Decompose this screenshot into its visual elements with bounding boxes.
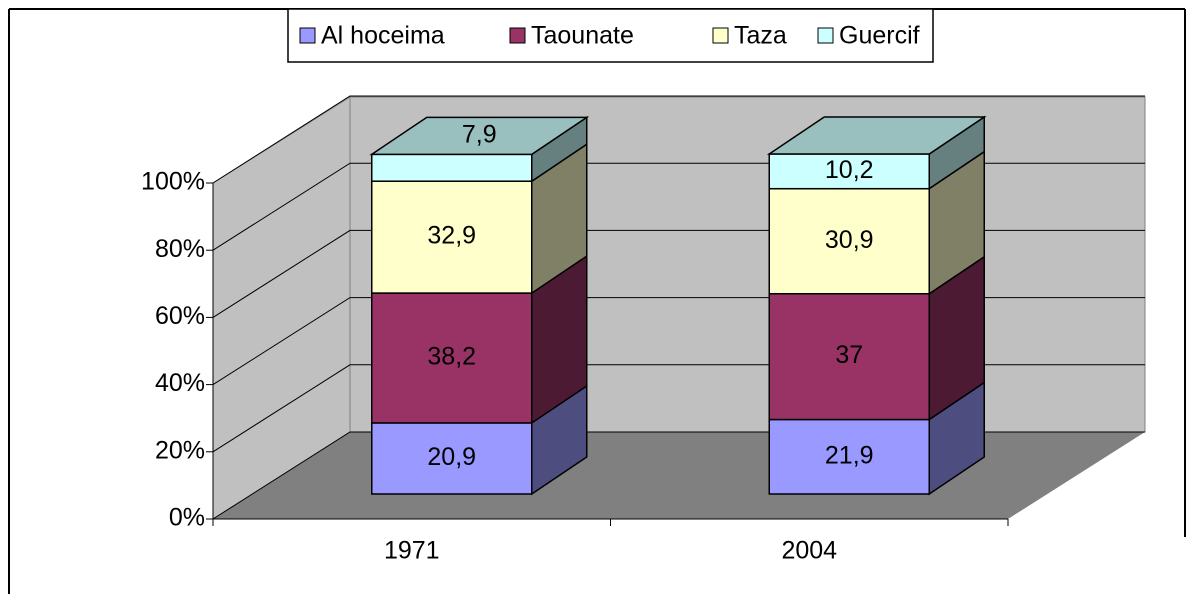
value-label: 37 — [835, 341, 863, 369]
value-label: 21,9 — [825, 441, 874, 469]
value-label: 20,9 — [427, 443, 476, 471]
value-label: 32,9 — [427, 222, 476, 250]
y-tick-label: 80% — [155, 235, 205, 263]
legend-label: Taounate — [531, 22, 634, 50]
floor — [213, 432, 1145, 519]
bar — [768, 153, 930, 190]
legend-swatch — [712, 27, 729, 44]
value-label: 38,2 — [427, 343, 476, 371]
value-label: 10,2 — [825, 156, 874, 184]
value-label: 7,9 — [462, 120, 497, 148]
bar — [371, 180, 533, 294]
bar — [371, 292, 533, 424]
bar — [768, 418, 930, 495]
grid-line — [212, 95, 1145, 184]
legend-label: Al hoceima — [321, 22, 445, 50]
legend-swatch — [509, 27, 526, 44]
value-label: 30,9 — [825, 226, 874, 254]
bar-top — [766, 116, 987, 155]
bar-top — [369, 116, 590, 156]
bar — [371, 153, 533, 182]
legend-swatch — [299, 27, 316, 44]
legend-label: Taza — [734, 22, 787, 50]
y-tick-label: 0% — [169, 504, 205, 532]
y-tick-label: 100% — [141, 168, 205, 196]
x-tick-label: 1971 — [384, 537, 440, 565]
legend-label: Guercif — [839, 22, 920, 50]
y-tick-label: 20% — [155, 436, 205, 464]
y-tick-label: 40% — [155, 369, 205, 397]
bar — [768, 187, 930, 295]
legend-swatch — [817, 27, 834, 44]
bar — [371, 422, 533, 495]
y-tick-label: 60% — [155, 302, 205, 330]
x-tick-label: 2004 — [781, 537, 837, 565]
